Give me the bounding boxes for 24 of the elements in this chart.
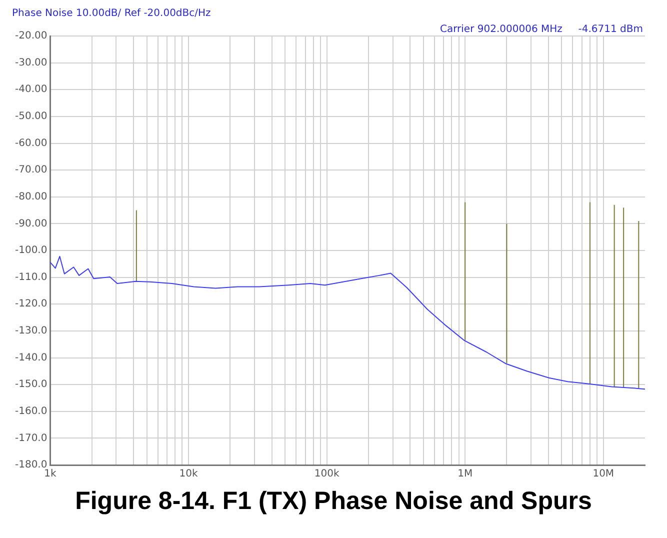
x-tick-label: 10M bbox=[592, 468, 614, 480]
text: Figure 8-14. F1 (TX) Phase Noise and Spurs bbox=[74, 487, 593, 516]
text: Carrier 902.000006 MHz -4.6711 dBm bbox=[440, 24, 643, 35]
y-tick-label: -70.00 bbox=[14, 164, 48, 176]
x-tick-label: 10k bbox=[179, 468, 198, 480]
x-tick-label: 1M bbox=[458, 468, 473, 480]
y-tick-label: -170.0 bbox=[14, 432, 48, 444]
y-tick-label: -120.0 bbox=[14, 298, 48, 310]
y-tick-label: -50.00 bbox=[14, 111, 48, 122]
x-tick-label: 100k bbox=[314, 468, 340, 480]
y-tick-label: -160.0 bbox=[14, 406, 48, 417]
y-tick-label: -100.0 bbox=[14, 245, 48, 256]
y-tick-label: -20.00 bbox=[14, 30, 48, 42]
text: Phase Noise 10.00dB/ Ref -20.00dBc/Hz bbox=[12, 8, 211, 19]
y-tick-label: -30.00 bbox=[14, 57, 48, 68]
x-tick-label: 1k bbox=[44, 468, 57, 480]
y-tick-label: -60.00 bbox=[14, 138, 48, 149]
y-tick-label: -140.0 bbox=[14, 352, 48, 364]
y-tick-label: -110.0 bbox=[14, 272, 48, 283]
y-tick-label: -130.0 bbox=[14, 326, 48, 337]
y-tick-label: -150.0 bbox=[14, 379, 48, 390]
y-tick-label: -80.00 bbox=[14, 191, 48, 202]
y-tick-label: -40.00 bbox=[14, 84, 48, 96]
y-tick-label: -90.00 bbox=[14, 218, 48, 230]
